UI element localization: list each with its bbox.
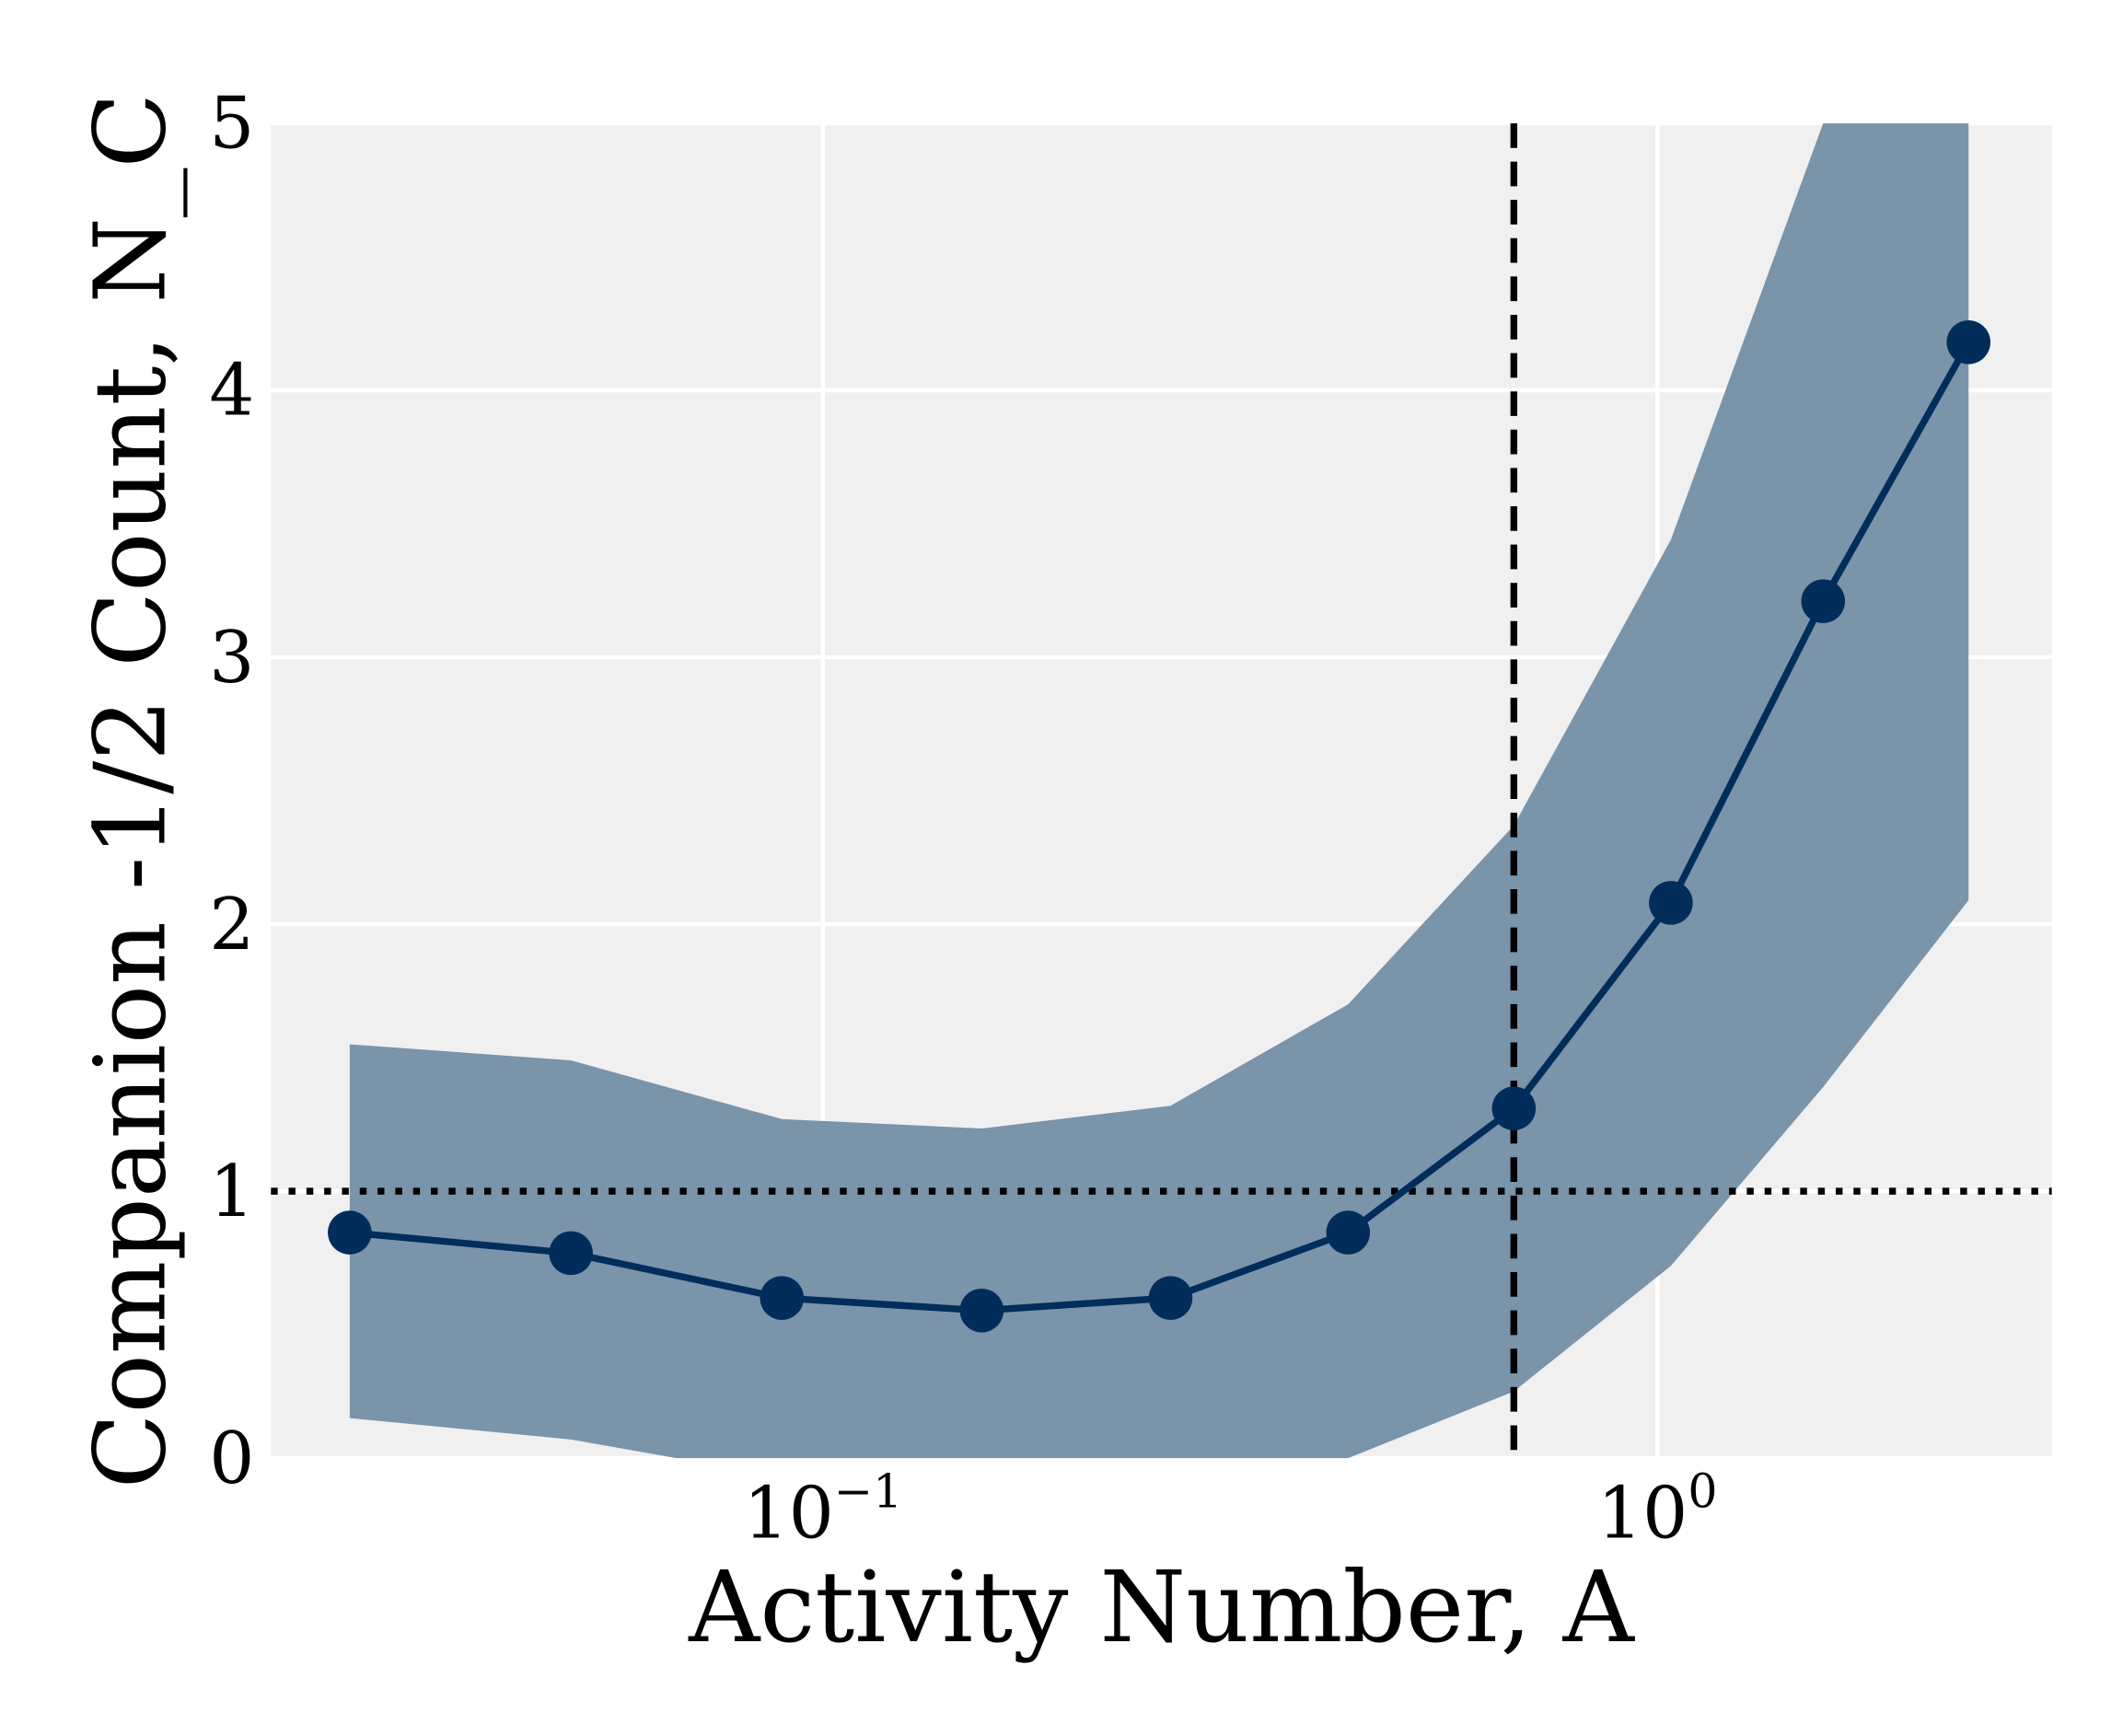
data-point: [1326, 1210, 1371, 1255]
y-tick-labels: 0 1 2 3 4 5: [209, 83, 254, 1500]
data-point: [959, 1288, 1004, 1333]
data-point: [1649, 881, 1693, 925]
y-tick-label: 5: [209, 83, 254, 166]
y-tick-label: 3: [209, 617, 254, 700]
y-axis-label: Companion -1/2 Count, N_C: [74, 93, 188, 1489]
data-point: [1946, 320, 1991, 365]
y-tick-label: 4: [209, 350, 254, 433]
x-tick-label: 10−1: [743, 1464, 902, 1556]
data-point: [1491, 1086, 1537, 1130]
data-points: [328, 320, 1991, 1333]
data-point: [549, 1231, 593, 1276]
data-point: [1801, 579, 1846, 623]
x-tick-label: 100: [1597, 1464, 1717, 1556]
x-axis-label: Activity Number, A: [688, 1551, 1636, 1665]
data-point: [328, 1210, 372, 1255]
x-tick-labels: 10−1 100: [743, 1464, 1717, 1556]
data-point: [1148, 1276, 1193, 1320]
data-point: [760, 1276, 805, 1320]
y-tick-label: 1: [209, 1151, 254, 1233]
y-tick-label: 0: [209, 1418, 254, 1500]
mean-line: [349, 340, 1972, 1314]
y-tick-label: 2: [209, 884, 254, 966]
confidence-band: [349, 122, 1969, 1459]
